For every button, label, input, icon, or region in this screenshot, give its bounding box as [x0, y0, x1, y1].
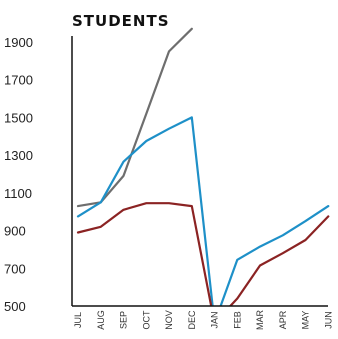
x-tick-label: FEB — [232, 311, 242, 329]
x-tick-label: OCT — [141, 310, 151, 330]
x-tick-label: DEC — [187, 310, 197, 330]
chart-title: STUDENTS — [72, 12, 170, 30]
y-tick-labels: 500 700 900 1100 1300 1500 1700 1900 — [4, 35, 33, 314]
x-tick-labels: JUL AUG SEP OCT NOV DEC JAN FEB MAR APR MAY JUN — [73, 310, 333, 331]
y-tick-label: 1700 — [4, 73, 33, 88]
x-tick-label: APR — [278, 310, 288, 329]
y-tick-label: 1500 — [4, 110, 33, 125]
y-tick-label: 1100 — [4, 186, 32, 201]
y-tick-label: 900 — [4, 224, 26, 239]
x-tick-label: AUG — [96, 310, 106, 330]
x-tick-label: SEP — [119, 311, 129, 329]
y-tick-label: 500 — [4, 299, 26, 314]
x-tick-label: JUL — [73, 312, 83, 328]
x-tick-label: JAN — [210, 311, 220, 328]
series-layer — [78, 29, 328, 323]
y-tick-label: 1900 — [4, 35, 33, 50]
series-line-2 — [78, 117, 328, 323]
x-tick-label: JUN — [323, 311, 333, 329]
x-tick-label: MAR — [255, 310, 265, 331]
axes — [72, 36, 328, 306]
series-line-1 — [78, 29, 192, 206]
x-tick-label: NOV — [164, 310, 174, 330]
x-tick-label: MAY — [301, 311, 311, 330]
y-tick-label: 700 — [4, 261, 26, 276]
y-tick-label: 1300 — [4, 148, 33, 163]
